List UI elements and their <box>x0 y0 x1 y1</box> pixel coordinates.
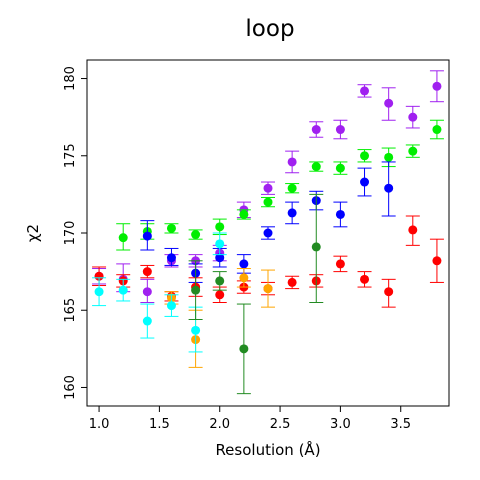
x-tick-label: 1.5 <box>149 417 170 432</box>
data-point <box>408 112 418 122</box>
y-axis-label: χ2 <box>24 224 42 242</box>
data-point <box>360 86 370 96</box>
data-point <box>118 233 128 243</box>
data-point <box>384 98 394 108</box>
data-point <box>408 225 418 235</box>
data-point <box>432 125 442 135</box>
series-7 <box>188 193 324 395</box>
data-point <box>263 197 273 207</box>
data-point <box>215 276 225 286</box>
data-point <box>287 277 297 287</box>
data-point <box>263 284 273 294</box>
x-tick-label: 2.0 <box>209 417 230 432</box>
data-point <box>239 344 249 354</box>
data-point <box>311 162 321 172</box>
chart-title: loop <box>245 16 294 42</box>
data-point <box>408 146 418 156</box>
data-point <box>287 183 297 193</box>
x-tick-label: 1.0 <box>89 417 110 432</box>
data-point <box>215 222 225 232</box>
data-point <box>215 290 225 300</box>
x-tick-label: 2.5 <box>270 417 291 432</box>
data-point <box>287 208 297 218</box>
data-point <box>432 256 442 266</box>
data-point <box>263 183 273 193</box>
data-point <box>432 81 442 91</box>
data-point <box>335 163 345 173</box>
y-tick-label: 165 <box>63 298 78 323</box>
y-tick-label: 180 <box>63 66 78 91</box>
data-point <box>215 239 225 249</box>
data-point <box>335 259 345 269</box>
series-6 <box>92 232 227 353</box>
data-point <box>94 287 104 297</box>
data-point <box>166 301 176 311</box>
x-axis-label: Resolution (Å) <box>215 440 320 459</box>
data-point <box>191 325 201 335</box>
data-point <box>239 259 249 269</box>
series-layer <box>92 70 444 395</box>
data-point <box>142 267 152 277</box>
data-point <box>166 223 176 233</box>
data-point <box>142 316 152 326</box>
data-point <box>142 231 152 241</box>
data-point <box>142 287 152 297</box>
y-tick-label: 175 <box>63 143 78 168</box>
data-point <box>166 253 176 263</box>
series-3 <box>140 161 396 283</box>
data-point <box>360 177 370 187</box>
data-point <box>360 151 370 161</box>
data-point <box>384 152 394 162</box>
data-point <box>191 230 201 240</box>
data-point <box>118 285 128 295</box>
x-axis: 1.0 1.5 2.0 2.5 3.0 3.5 <box>89 406 411 432</box>
data-point <box>263 228 273 238</box>
x-tick-label: 3.5 <box>390 417 411 432</box>
data-point <box>311 125 321 135</box>
y-axis: 160 165 170 175 180 <box>63 66 87 400</box>
series-2 <box>116 119 444 251</box>
data-point <box>94 271 104 281</box>
data-point <box>215 253 225 263</box>
data-point <box>384 183 394 193</box>
data-point <box>335 209 345 219</box>
y-tick-label: 160 <box>63 375 78 400</box>
data-point <box>311 242 321 252</box>
data-point <box>360 274 370 284</box>
x-tick-label: 3.0 <box>330 417 351 432</box>
data-point <box>191 285 201 295</box>
data-point <box>239 209 249 219</box>
data-point <box>384 287 394 297</box>
data-point <box>239 273 249 283</box>
data-point <box>335 125 345 135</box>
data-point <box>287 157 297 167</box>
y-tick-label: 170 <box>63 221 78 246</box>
